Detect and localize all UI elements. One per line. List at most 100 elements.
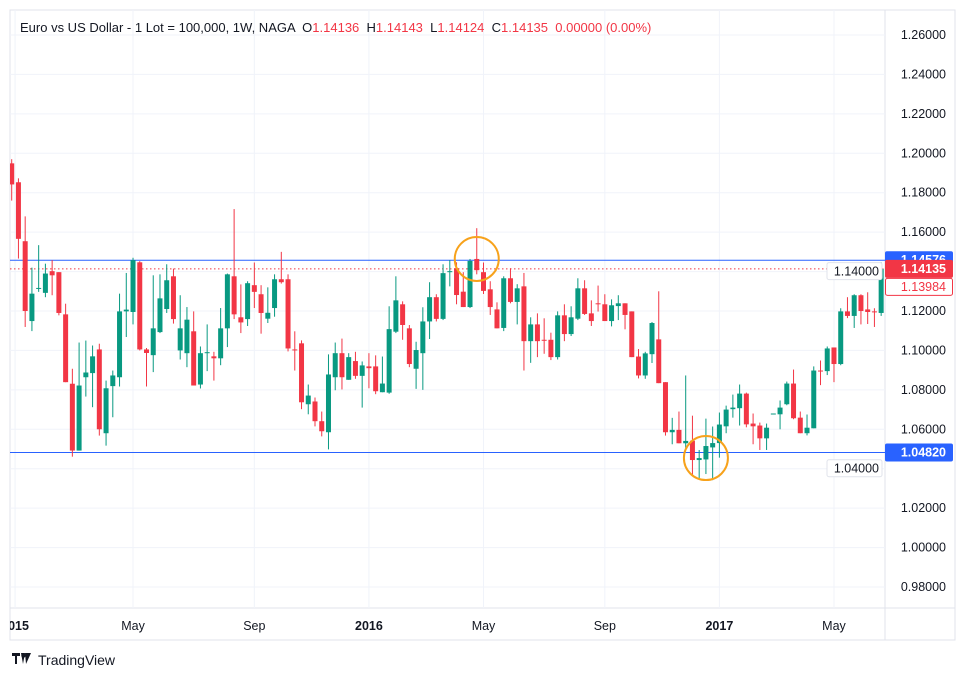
candle-body-up — [467, 260, 473, 308]
candle-body-up — [36, 287, 42, 289]
secondary-price-badge — [885, 277, 953, 296]
candle-body-up — [528, 324, 534, 342]
high-label: H — [366, 20, 376, 35]
candle-body-up — [332, 353, 338, 378]
price-tick-label: 1.14000 — [834, 265, 879, 279]
candle-body-down — [797, 417, 803, 434]
time-axis[interactable]: 2015 May Sep 2016 May Sep 2017 May — [1, 619, 847, 633]
highlight-circle — [682, 435, 729, 482]
price-tick-label: 1.18000 — [901, 186, 946, 200]
time-tick-label: May — [822, 619, 846, 633]
candle-body-up — [130, 260, 136, 312]
candle-body-down — [454, 268, 460, 296]
last-price-label: 1.14135 — [901, 262, 946, 276]
tradingview-logo[interactable]: TradingView — [12, 652, 115, 668]
candle-body-up — [29, 293, 35, 322]
price-tick-label: 1.04000 — [834, 462, 879, 476]
candle-body-down — [818, 370, 823, 372]
candle-body-down — [541, 339, 547, 341]
time-tick-label: Sep — [243, 619, 265, 633]
highlight-circles — [453, 235, 729, 482]
candle-body-down — [238, 317, 244, 323]
candle-body-up — [150, 328, 156, 356]
candle-body-up — [427, 297, 433, 322]
price-axis[interactable]: 1.26000 1.24000 1.22000 1.20000 1.18000 1.160… — [826, 28, 953, 594]
candle-body-down — [339, 353, 345, 378]
candle-body-down — [137, 262, 143, 350]
candle-body-up — [83, 372, 89, 378]
candle-body-down — [588, 313, 594, 322]
candle-body-down — [278, 279, 284, 283]
candle-body-up — [379, 383, 385, 393]
candle-body-up — [501, 278, 507, 328]
candle-body-up — [770, 413, 776, 415]
candle-body-up — [804, 427, 810, 434]
open-value: 1.14136 — [312, 20, 360, 35]
price-tick-label: 1.08000 — [901, 383, 946, 397]
candle-body-up — [777, 407, 783, 415]
candle-body-down — [258, 294, 264, 313]
candle-body-up — [764, 427, 770, 439]
grid — [9, 9, 956, 641]
candle-body-up — [110, 375, 116, 387]
candle-body-up — [177, 328, 183, 351]
candle-body-up — [393, 300, 399, 332]
candle-body-down — [689, 440, 695, 461]
time-tick-label: 2016 — [355, 619, 383, 633]
chart-frame — [9, 9, 956, 641]
candle-body-up — [413, 350, 419, 369]
candle-body-up — [851, 295, 857, 316]
candle-body-down — [319, 421, 325, 432]
candle-body-up — [440, 273, 446, 319]
change-value: 0.00000 (0.00%) — [555, 20, 652, 35]
candle-body-down — [251, 285, 257, 292]
candles — [10, 159, 884, 481]
candle-body-down — [750, 423, 756, 427]
candle-body-up — [218, 328, 224, 359]
candle-body-down — [49, 271, 55, 276]
candle-body-down — [406, 328, 412, 365]
price-tick-label: 1.02000 — [901, 501, 946, 515]
candle-body-down — [63, 314, 69, 383]
candle-body-up — [386, 329, 392, 393]
candle-body-down — [292, 349, 298, 351]
candle-body-down — [96, 349, 102, 430]
candle-body-up — [117, 311, 123, 378]
highlight-circle — [453, 235, 500, 282]
candle-body-up — [245, 283, 251, 320]
candle-body-down — [602, 304, 608, 322]
candle-body-up — [272, 279, 278, 309]
candle-body-up — [76, 385, 82, 451]
price-tick-label: 1.26000 — [901, 28, 946, 42]
time-tick-label: 2015 — [1, 619, 29, 633]
candle-body-up — [184, 319, 190, 354]
candle-body-down — [629, 311, 635, 358]
time-tick-label: May — [121, 619, 145, 633]
candle-body-down — [636, 356, 642, 376]
candle-body-down — [582, 288, 588, 314]
price-tick-label: 1.22000 — [901, 107, 946, 121]
candle-body-down — [231, 276, 237, 315]
candle-body-down — [534, 324, 540, 342]
price-tick-label: 1.20000 — [901, 146, 946, 160]
candle-body-up — [838, 311, 844, 365]
candle-body-up — [642, 353, 648, 376]
candle-body-up — [359, 365, 365, 376]
candle-body-up — [42, 273, 48, 293]
candle-body-up — [265, 312, 271, 319]
candle-body-up — [575, 288, 581, 319]
candle-body-up — [824, 348, 830, 372]
candle-body-down — [858, 295, 864, 311]
candle-body-down — [312, 401, 318, 422]
candle-body-down — [474, 258, 480, 271]
candle-body-down — [507, 278, 513, 302]
time-tick-label: Sep — [594, 619, 616, 633]
candle-body-down — [521, 286, 527, 342]
candle-body-down — [373, 366, 379, 392]
candle-body-down — [871, 311, 877, 313]
tradingview-logo-icon — [12, 653, 31, 664]
candle-body-down — [460, 291, 466, 308]
candle-body-up — [703, 446, 709, 460]
level-price-label: 1.04820 — [901, 446, 946, 460]
